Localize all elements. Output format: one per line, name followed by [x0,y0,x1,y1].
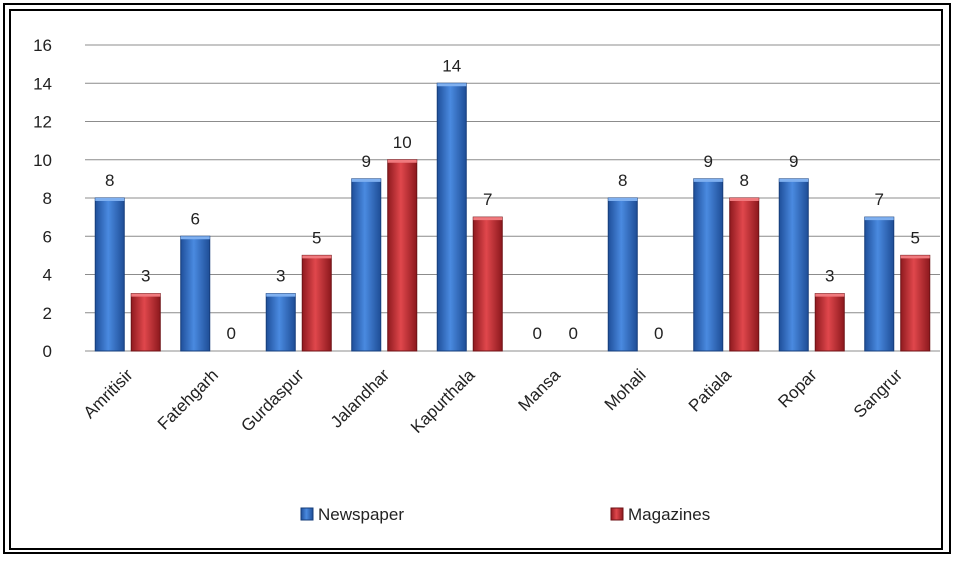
data-label: 8 [618,171,627,190]
chart-inner-border [9,9,943,550]
bar-magazines [814,293,845,352]
data-label: 7 [875,190,884,209]
bar-top-highlight [180,236,210,240]
bar-top-highlight [351,178,381,182]
data-label: 9 [362,152,371,171]
legend: Newspaper Magazines [300,505,710,524]
bars [94,82,931,352]
bar-top-highlight [779,178,809,182]
data-label: 6 [191,209,200,228]
bar-newspaper [778,178,809,352]
data-label: 3 [276,267,285,286]
legend-label: Magazines [628,505,710,524]
legend-swatch [300,507,314,521]
bar-top-highlight [473,217,503,221]
data-label: 7 [483,190,492,209]
category-label: Sangrur [850,365,906,421]
bar-newspaper [607,197,638,352]
y-tick-label: 6 [43,227,52,246]
data-label: 8 [740,171,749,190]
bar-top-highlight [608,198,638,201]
data-label: 5 [911,228,920,247]
bar-newspaper [351,178,382,352]
y-tick-label: 12 [33,113,52,132]
legend-item-magazines: Magazines [610,505,710,524]
bar-magazines [729,197,760,352]
bar-top-highlight [900,255,930,259]
category-label: Amritisir [80,365,137,422]
data-label: 5 [312,228,321,247]
y-tick-label: 14 [33,74,52,93]
data-label: 0 [654,324,663,343]
y-tick-label: 2 [43,304,52,323]
data-labels: 8 3 6 0 3 5 9 10 14 7 0 0 8 0 9 8 9 3 7 5 [105,56,920,343]
bar-newspaper [436,82,467,352]
data-label: 9 [704,152,713,171]
bar-top-highlight [95,198,125,201]
bar-top-highlight [864,217,894,221]
bar-top-highlight [266,293,296,297]
data-label: 0 [533,324,542,343]
bar-newspaper [180,235,211,352]
bar-magazines [301,254,332,352]
gridlines [85,44,940,352]
bar-magazines [130,293,161,352]
bar-top-highlight [815,293,845,297]
category-label: Kapurthala [407,365,479,437]
category-label: Gurdaspur [237,365,307,435]
category-label: Fatehgarh [154,365,222,433]
bar-top-highlight [131,293,161,297]
category-label: Patiala [685,365,736,416]
legend-item-newspaper: Newspaper [300,505,404,524]
legend-label: Newspaper [318,505,404,524]
bar-magazines [472,216,503,352]
bar-newspaper [864,216,895,352]
bar-top-highlight [729,198,759,201]
bar-magazines [387,159,418,352]
data-label: 8 [105,171,114,190]
data-label: 3 [825,267,834,286]
category-label: Ropar [774,365,820,411]
data-label: 9 [789,152,798,171]
category-label: Jalandhar [327,365,393,431]
category-label: Mansa [515,365,565,415]
bar-magazines [900,254,931,352]
bar-newspaper [265,293,296,352]
legend-swatch [610,507,624,521]
chart-outer-border [3,3,951,554]
data-label: 0 [569,324,578,343]
category-label: Mohali [601,365,650,414]
data-label: 3 [141,267,150,286]
x-axis-labels: Amritisir Fatehgarh Gurdaspur Jalandhar Kapu… [80,365,907,437]
bar-newspaper [94,197,125,352]
y-tick-label: 0 [43,342,52,361]
bar-newspaper [693,178,724,352]
y-axis-ticks: 0 2 4 6 8 10 12 14 16 [33,36,52,361]
bar-top-highlight [437,83,467,87]
bar-top-highlight [302,255,332,259]
y-tick-label: 8 [43,189,52,208]
data-label: 14 [442,56,461,75]
y-tick-label: 10 [33,151,52,170]
y-tick-label: 16 [33,36,52,55]
data-label: 0 [227,324,236,343]
y-tick-label: 4 [43,266,52,285]
bar-top-highlight [387,159,417,163]
data-label: 10 [393,133,412,152]
bar-top-highlight [693,178,723,182]
